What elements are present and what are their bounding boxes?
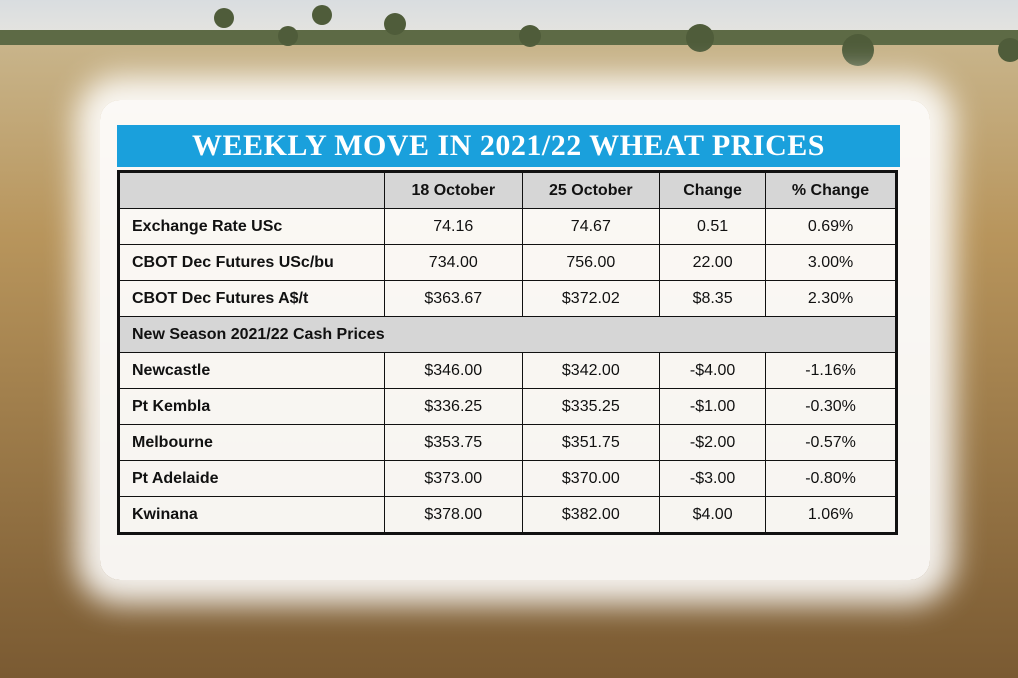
data-row: Pt Adelaide $373.00 $370.00 -$3.00 -0.80% bbox=[118, 460, 897, 497]
trees bbox=[214, 5, 1018, 66]
row-label: CBOT Dec Futures USc/bu bbox=[118, 244, 385, 281]
cell: 0.69% bbox=[765, 208, 897, 245]
cell: 734.00 bbox=[384, 244, 523, 281]
header-cell: 25 October bbox=[521, 171, 661, 209]
cell: 22.00 bbox=[659, 244, 767, 281]
data-row: Exchange Rate USc 74.16 74.67 0.51 0.69% bbox=[118, 208, 897, 245]
row-label: Exchange Rate USc bbox=[118, 208, 385, 245]
tree-line bbox=[0, 30, 1018, 48]
cell: -$4.00 bbox=[659, 352, 767, 389]
data-row: Newcastle $346.00 $342.00 -$4.00 -1.16% bbox=[118, 352, 897, 389]
cell: $382.00 bbox=[521, 496, 661, 534]
cell: -0.57% bbox=[765, 424, 897, 461]
cell: $4.00 bbox=[659, 496, 767, 534]
header-cell: Change bbox=[659, 171, 767, 209]
section-row: New Season 2021/22 Cash Prices bbox=[118, 316, 897, 353]
price-table: 18 October 25 October Change% Change Exchan… bbox=[117, 170, 898, 535]
cell: -0.30% bbox=[765, 388, 897, 425]
header-cell bbox=[118, 171, 385, 209]
cell: $372.02 bbox=[521, 280, 661, 317]
cell: 756.00 bbox=[521, 244, 661, 281]
cell: $370.00 bbox=[521, 460, 661, 497]
data-row: CBOT Dec Futures USc/bu 734.00 756.00 22.00… bbox=[118, 244, 897, 281]
row-label: Kwinana bbox=[118, 496, 385, 534]
data-row: CBOT Dec Futures A$/t $363.67 $372.02 $8.35… bbox=[118, 280, 897, 317]
cell: 3.00% bbox=[765, 244, 897, 281]
cell: -$2.00 bbox=[659, 424, 767, 461]
cell: 0.51 bbox=[659, 208, 767, 245]
cell: $342.00 bbox=[521, 352, 661, 389]
cell: $335.25 bbox=[521, 388, 661, 425]
cell: -$3.00 bbox=[659, 460, 767, 497]
row-label: Pt Adelaide bbox=[118, 460, 385, 497]
data-row: Melbourne $353.75 $351.75 -$2.00 -0.57% bbox=[118, 424, 897, 461]
header-row: 18 October 25 October Change% Change bbox=[118, 171, 897, 209]
data-row: Kwinana $378.00 $382.00 $4.00 1.06% bbox=[118, 496, 897, 534]
cell: 1.06% bbox=[765, 496, 897, 534]
cell: 74.16 bbox=[384, 208, 523, 245]
header-cell: 18 October bbox=[384, 171, 523, 209]
table-body: 18 October 25 October Change% Change Exchan… bbox=[118, 171, 897, 534]
row-label: Melbourne bbox=[118, 424, 385, 461]
header-cell: % Change bbox=[765, 171, 897, 209]
cell: $336.25 bbox=[384, 388, 523, 425]
cell: $351.75 bbox=[521, 424, 661, 461]
cell: 74.67 bbox=[521, 208, 661, 245]
row-label: Pt Kembla bbox=[118, 388, 385, 425]
section-label: New Season 2021/22 Cash Prices bbox=[118, 316, 897, 353]
cell: -1.16% bbox=[765, 352, 897, 389]
cell: $378.00 bbox=[384, 496, 523, 534]
data-row: Pt Kembla $336.25 $335.25 -$1.00 -0.30% bbox=[118, 388, 897, 425]
cell: $353.75 bbox=[384, 424, 523, 461]
cell: -$1.00 bbox=[659, 388, 767, 425]
cell: $363.67 bbox=[384, 280, 523, 317]
cell: 2.30% bbox=[765, 280, 897, 317]
cell: $346.00 bbox=[384, 352, 523, 389]
row-label: Newcastle bbox=[118, 352, 385, 389]
row-label: CBOT Dec Futures A$/t bbox=[118, 280, 385, 317]
cell: -0.80% bbox=[765, 460, 897, 497]
cell: $8.35 bbox=[659, 280, 767, 317]
title-bar: WEEKLY MOVE IN 2021/22 WHEAT PRICES bbox=[117, 125, 900, 167]
cell: $373.00 bbox=[384, 460, 523, 497]
